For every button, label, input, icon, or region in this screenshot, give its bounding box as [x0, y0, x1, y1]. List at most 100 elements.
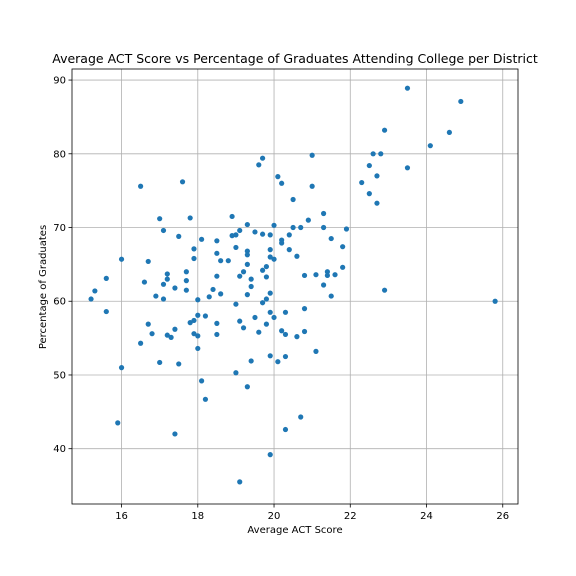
- data-point: [340, 244, 346, 250]
- data-point: [199, 236, 205, 242]
- data-point: [248, 358, 254, 364]
- data-point: [233, 232, 239, 238]
- data-point: [187, 320, 193, 326]
- data-point: [248, 283, 254, 290]
- data-point: [328, 235, 334, 242]
- data-point: [259, 267, 266, 273]
- chart-title: Average ACT Score vs Percentage of Gradu…: [52, 51, 538, 66]
- data-point: [320, 282, 327, 288]
- data-point: [168, 334, 174, 340]
- data-point: [202, 396, 209, 402]
- data-point: [233, 301, 239, 307]
- data-points: [88, 85, 498, 485]
- data-point: [244, 261, 250, 267]
- data-point: [263, 274, 270, 280]
- data-point: [195, 345, 201, 352]
- data-point: [313, 272, 319, 278]
- data-point: [240, 269, 247, 275]
- data-point: [191, 255, 197, 262]
- data-point: [328, 293, 334, 299]
- data-point: [267, 290, 273, 296]
- data-point: [259, 300, 266, 306]
- y-tick-label: 40: [53, 444, 66, 455]
- x-tick-label: 22: [344, 511, 357, 522]
- data-point: [244, 292, 250, 298]
- data-point: [103, 308, 109, 315]
- data-point: [88, 296, 94, 302]
- data-point: [404, 85, 411, 91]
- data-point: [294, 334, 300, 340]
- data-point: [176, 361, 182, 367]
- data-point: [309, 183, 315, 189]
- data-point: [172, 285, 178, 291]
- data-point: [298, 224, 304, 231]
- data-point: [259, 231, 266, 237]
- data-point: [320, 224, 327, 231]
- data-point: [301, 272, 308, 279]
- data-point: [404, 165, 411, 171]
- data-point: [305, 217, 311, 223]
- data-point: [214, 273, 220, 279]
- data-point: [359, 179, 365, 186]
- y-axis-ticks: 40 50 60 70 80 90: [53, 76, 72, 455]
- data-point: [237, 227, 243, 234]
- data-point: [446, 129, 452, 136]
- data-point: [263, 296, 270, 302]
- x-tick-label: 20: [268, 511, 281, 522]
- data-point: [271, 314, 277, 321]
- data-point: [378, 151, 384, 157]
- data-point: [263, 263, 270, 270]
- data-point: [427, 143, 433, 149]
- data-point: [301, 328, 308, 335]
- data-point: [214, 331, 220, 338]
- data-point: [237, 273, 243, 279]
- data-point: [340, 264, 346, 270]
- data-point: [153, 293, 159, 299]
- data-point: [267, 353, 273, 359]
- data-point: [118, 256, 125, 262]
- data-point: [256, 329, 262, 335]
- x-axis-label: Average ACT Score: [247, 525, 342, 536]
- x-tick-label: 16: [115, 511, 128, 522]
- data-point: [252, 229, 258, 235]
- data-point: [214, 250, 220, 256]
- data-point: [267, 247, 273, 253]
- data-point: [214, 238, 220, 244]
- data-point: [172, 326, 178, 332]
- data-point: [195, 333, 201, 339]
- data-point: [290, 196, 296, 203]
- data-point: [237, 318, 243, 324]
- data-point: [282, 426, 289, 433]
- data-point: [267, 452, 273, 458]
- data-point: [183, 269, 189, 275]
- data-point: [233, 244, 239, 251]
- data-point: [252, 314, 258, 321]
- data-point: [118, 365, 125, 371]
- data-point: [244, 384, 250, 390]
- data-point: [298, 414, 304, 420]
- data-point: [279, 180, 285, 186]
- data-point: [324, 272, 331, 279]
- data-point: [214, 320, 220, 326]
- data-point: [286, 232, 292, 238]
- data-point: [343, 226, 350, 232]
- data-point: [195, 297, 201, 303]
- data-point: [275, 174, 281, 180]
- data-point: [320, 210, 327, 217]
- data-point: [282, 353, 289, 360]
- data-point: [290, 224, 296, 231]
- data-point: [237, 479, 243, 485]
- data-point: [191, 331, 197, 337]
- data-point: [202, 313, 209, 319]
- data-point: [138, 183, 144, 189]
- data-point: [275, 359, 281, 365]
- data-point: [267, 254, 273, 260]
- data-point: [492, 298, 498, 304]
- plot-frame: [71, 68, 519, 505]
- data-point: [199, 378, 205, 384]
- data-point: [225, 258, 231, 264]
- data-point: [160, 281, 167, 287]
- y-tick-label: 80: [53, 149, 66, 160]
- y-tick-label: 60: [53, 297, 66, 308]
